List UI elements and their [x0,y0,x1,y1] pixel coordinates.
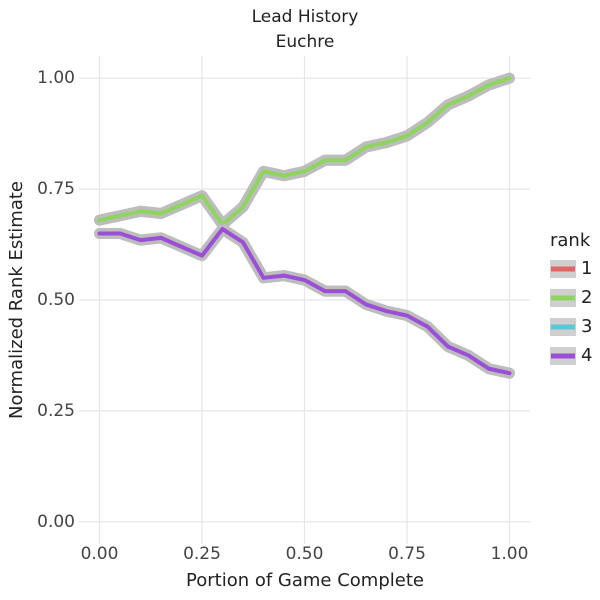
y-tick-label: 0.75 [37,179,75,199]
legend-label: 4 [581,345,592,366]
x-tick-label: 0.00 [81,544,119,564]
legend-label: 1 [581,258,592,279]
series-line [97,76,512,227]
x-tick-label: 1.00 [491,544,529,564]
x-tick-label: 0.50 [286,544,324,564]
legend-title: rank [550,230,591,251]
x-tick-label: 0.75 [388,544,426,564]
y-axis-title: Normalized Rank Estimate [6,181,27,419]
x-axis-title: Portion of Game Complete [186,570,424,591]
y-tick-label: 0.50 [37,290,75,310]
y-tick-label: 1.00 [37,68,75,88]
legend-label: 3 [581,316,592,337]
chart-subtitle: Euchre [276,32,335,52]
y-tick-label: 0.00 [37,512,75,532]
x-tick-label: 0.25 [183,544,221,564]
series-line [97,227,512,376]
legend-label: 2 [581,287,592,308]
y-tick-label: 0.25 [37,401,75,421]
chart-title: Lead History [252,7,359,27]
